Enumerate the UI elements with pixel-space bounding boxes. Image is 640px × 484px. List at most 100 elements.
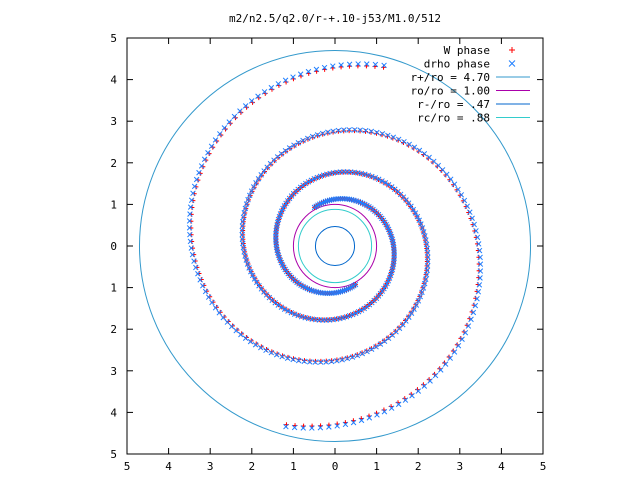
drho-phase-point — [381, 285, 387, 292]
drho-phase-point — [304, 135, 311, 142]
drho-phase-point — [357, 127, 363, 133]
drho-phase-point — [231, 113, 238, 120]
drho-phase-point — [477, 268, 484, 274]
drho-phase-point — [416, 217, 422, 224]
drho-phase-point — [439, 167, 446, 173]
drho-phase-point — [242, 335, 249, 341]
drho-phase-point — [253, 180, 259, 186]
drho-phase-point — [321, 64, 328, 71]
drho-phase-point — [351, 127, 358, 133]
drho-phase-point — [417, 293, 424, 300]
drho-phase-point — [318, 359, 324, 365]
drho-phase-point — [239, 236, 246, 242]
drho-phase-point — [251, 276, 258, 282]
drho-phase-point — [473, 228, 479, 234]
drho-phase-point — [261, 89, 268, 95]
drho-phase-point — [333, 196, 339, 202]
drho-phase-point — [295, 139, 302, 146]
drho-phase-point — [406, 141, 412, 148]
drho-phase-point — [421, 151, 428, 157]
drho-phase-point — [278, 304, 285, 310]
w-phase-point — [323, 358, 329, 364]
x-tick-label: 4 — [498, 460, 505, 473]
x-tick-label: 5 — [124, 460, 131, 473]
drho-phase-point — [255, 93, 261, 99]
drho-phase-point — [476, 282, 483, 288]
drho-phase-point — [330, 128, 336, 135]
drho-phase-point — [346, 61, 353, 68]
drho-phase-point — [349, 354, 356, 360]
drho-phase-point — [402, 397, 409, 403]
x-tick-label: 5 — [540, 460, 547, 473]
drho-phase-point — [313, 66, 320, 73]
drho-phase-point — [369, 173, 375, 180]
drho-phase-point — [467, 209, 473, 215]
drho-phase-point — [477, 275, 483, 281]
drho-phase-point — [420, 285, 427, 291]
drho-phase-point — [284, 355, 291, 361]
drho-phase-point — [381, 338, 388, 345]
drho-phase-point — [326, 290, 333, 297]
drho-phase-point — [355, 61, 361, 67]
drho-phase-point — [226, 119, 233, 125]
drho-phase-point — [462, 329, 469, 336]
chart-title: m2/n2.5/q2.0/r-+.10-j53/M1.0/512 — [229, 12, 441, 25]
drho-phase-point — [196, 169, 202, 176]
drho-phase-point — [186, 218, 193, 224]
w-phase-point — [325, 130, 331, 136]
drho-phase-point — [475, 289, 482, 295]
drho-phase-point — [339, 195, 346, 202]
drho-phase-point — [239, 223, 246, 229]
drho-phase-point — [317, 424, 324, 431]
drho-phase-point — [305, 179, 312, 185]
drho-phase-point — [421, 280, 428, 287]
drho-phase-point — [242, 103, 249, 109]
drho-phase-point — [411, 306, 417, 312]
drho-phase-point — [368, 346, 375, 353]
drho-phase-point — [425, 258, 431, 265]
drho-phase-point — [469, 215, 475, 222]
drho-phase-point — [195, 270, 201, 277]
drho-phase-point — [366, 415, 373, 421]
drho-phase-point — [202, 288, 209, 295]
drho-phase-point — [424, 263, 431, 269]
drho-phase-point — [308, 177, 315, 184]
drho-phase-point — [220, 314, 227, 321]
drho-phase-point — [341, 127, 347, 133]
drho-phase-point — [379, 178, 385, 184]
drho-phase-point — [384, 280, 390, 287]
drho-phase-point — [408, 310, 415, 317]
drho-phase-point — [419, 289, 425, 296]
drho-phase-point — [414, 213, 421, 220]
drho-phase-point — [240, 218, 246, 225]
drho-phase-point — [282, 147, 289, 154]
drho-phase-point — [420, 229, 427, 235]
legend-label: ro/ro = 1.00 — [411, 85, 490, 98]
drho-phase-point — [337, 195, 344, 202]
drho-phase-point — [431, 158, 437, 165]
drho-phase-point — [415, 298, 422, 304]
drho-phase-point — [349, 311, 356, 318]
legend-marker — [508, 60, 516, 67]
drho-phase-point — [242, 253, 248, 259]
drho-phase-point — [468, 316, 474, 323]
drho-phase-point — [286, 145, 293, 151]
drho-phase-point — [285, 308, 291, 314]
drho-phase-point — [382, 180, 389, 186]
drho-phase-point — [275, 81, 282, 87]
drho-phase-point — [472, 302, 479, 309]
drho-phase-point — [328, 358, 335, 365]
legend-label: W phase — [444, 44, 490, 57]
drho-phase-point — [280, 205, 286, 212]
drho-phase-point — [363, 127, 369, 134]
drho-phase-point — [331, 290, 337, 296]
drho-phase-point — [256, 282, 262, 289]
drho-phase-point — [359, 350, 366, 357]
drho-phase-point — [312, 359, 319, 365]
drho-phase-point — [198, 163, 205, 169]
drho-phase-point — [212, 137, 219, 143]
x-tick-label: 2 — [415, 460, 422, 473]
x-tick-label: 2 — [248, 460, 255, 473]
drho-phase-point — [374, 412, 380, 418]
drho-phase-point — [279, 353, 285, 360]
